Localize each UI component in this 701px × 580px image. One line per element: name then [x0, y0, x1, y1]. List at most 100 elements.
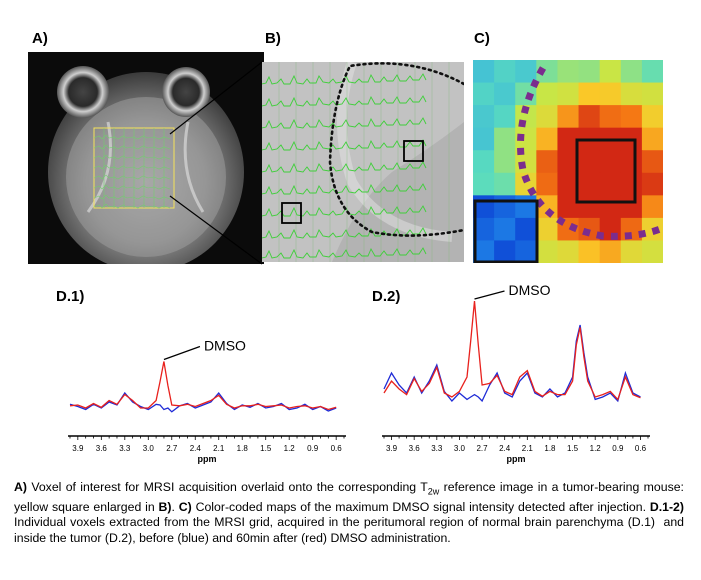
x-tick-label: 2.1: [522, 444, 534, 453]
heatmap-cell: [515, 217, 537, 241]
voxel-box-tumor: [403, 140, 424, 162]
dmso-leader-line: [163, 345, 201, 361]
heatmap-cell: [641, 172, 663, 196]
heatmap-cell: [494, 195, 516, 219]
series-after-line: [383, 300, 641, 401]
zoom-connector-lines: [169, 61, 263, 265]
heatmap-cell: [641, 127, 663, 151]
heatmap-cell: [641, 60, 663, 84]
heatmap-cell: [578, 60, 601, 84]
heatmap-cell: [599, 172, 622, 196]
x-tick-label: 3.6: [96, 444, 108, 453]
heatmap-cell: [599, 105, 622, 129]
enlarged-voxel-panel: [262, 62, 464, 262]
series-after-line: [69, 361, 337, 411]
tumor-boundary-dotted: [328, 62, 464, 237]
series-before-line: [69, 391, 337, 413]
heatmap-cell: [536, 82, 558, 106]
heatmap-cell: [578, 195, 601, 219]
heatmap-cell: [620, 240, 643, 263]
mri-image-panel: [28, 52, 264, 264]
heatmap-cell: [620, 105, 643, 129]
heatmap-cell: [557, 127, 580, 151]
x-tick-label: 3.3: [119, 444, 131, 453]
heatmap-cell: [536, 127, 558, 151]
heatmap-cell: [557, 240, 580, 263]
x-tick-label: 0.6: [635, 444, 647, 453]
x-tick-label: 1.8: [237, 444, 249, 453]
spectrum-chart-d1: 3.9 3.6 3.3 3.0 2.7 2.4 2.1 1.8 1.5 1.2 0.9 0.6 ppm D…: [68, 338, 346, 464]
heatmap-cell: [536, 150, 558, 174]
heatmap-cell: [578, 82, 601, 106]
figure-caption: A) Voxel of interest for MRSI acquisitio…: [14, 480, 684, 545]
tumor-boundary-dotted: [517, 66, 663, 240]
x-tick-label: 1.5: [567, 444, 579, 453]
x-tick-label: 1.5: [260, 444, 272, 453]
heatmap-cell: [473, 105, 495, 129]
heatmap-cell: [536, 217, 558, 241]
heatmap-cell: [578, 105, 601, 129]
heatmap-cell: [599, 82, 622, 106]
heatmap-cell: [620, 150, 643, 174]
heatmap-cell: [620, 82, 643, 106]
series-before-line: [383, 324, 641, 403]
heatmap-cell: [536, 105, 558, 129]
x-tick-label: 3.0: [143, 444, 155, 453]
panel-label-a: A): [32, 30, 48, 47]
heatmap-cell: [557, 105, 580, 129]
dmso-color-map: [473, 60, 663, 263]
heatmap-cell: [641, 105, 663, 129]
heatmap-cell: [473, 127, 495, 151]
heatmap-cell: [536, 60, 558, 84]
x-tick-label: 3.9: [386, 444, 398, 453]
right-eye: [162, 67, 210, 117]
heatmap-cell: [578, 172, 601, 196]
heatmap-cell: [494, 240, 516, 263]
x-tick-label: 0.6: [331, 444, 343, 453]
heatmap-cell: [557, 150, 580, 174]
x-tick-label: 2.1: [213, 444, 225, 453]
x-tick-label: 1.8: [544, 444, 556, 453]
x-tick-label: 3.6: [409, 444, 421, 453]
heatmap-cell: [473, 240, 495, 263]
spectrum-chart-d2: 3.9 3.6 3.3 3.0 2.7 2.4 2.1 1.8 1.5 1.2 0.9 0.6 ppm D…: [382, 285, 650, 464]
voxel-box-peritumoral: [281, 202, 302, 224]
heatmap-cell: [473, 217, 495, 241]
panel-label-c: C): [474, 30, 490, 47]
heatmap-cell: [620, 60, 643, 84]
heatmap-cell: [494, 60, 516, 84]
heatmap-cell: [515, 195, 537, 219]
heatmap-cell: [494, 172, 516, 196]
x-tick-label: 3.3: [431, 444, 443, 453]
x-tick-label: 2.4: [499, 444, 511, 453]
heatmap-cell: [641, 150, 663, 174]
x-tick-label: 3.9: [72, 444, 84, 453]
x-tick-label: 0.9: [612, 444, 624, 453]
heatmap-cell: [599, 240, 622, 263]
heatmap-cell: [557, 172, 580, 196]
heatmap-cell: [536, 240, 558, 263]
heatmap-cell: [515, 60, 537, 84]
voxel-of-interest-grid: [93, 127, 175, 209]
heatmap-cell: [494, 150, 516, 174]
x-tick-label: 1.2: [590, 444, 602, 453]
x-tick-label: 2.7: [476, 444, 488, 453]
heatmap-cell: [641, 82, 663, 106]
voxel-box-tumor: [575, 138, 637, 204]
x-tick-label: 1.2: [284, 444, 296, 453]
x-tick-label: 2.7: [166, 444, 178, 453]
dmso-peak-label: DMSO: [509, 285, 551, 298]
heatmap-cell: [557, 60, 580, 84]
heatmap-cell: [473, 60, 495, 84]
x-axis-label: ppm: [198, 454, 217, 464]
heatmap-cell: [494, 217, 516, 241]
heatmap-cell: [536, 172, 558, 196]
heatmap-cell: [599, 150, 622, 174]
heatmap-cell: [557, 82, 580, 106]
heatmap-cell: [641, 195, 663, 219]
heatmap-cell: [494, 105, 516, 129]
heatmap-cell: [620, 195, 643, 219]
heatmap-cell: [494, 127, 516, 151]
panel-label-d2: D.2): [372, 288, 401, 305]
voxel-box-peritumoral: [473, 199, 539, 263]
